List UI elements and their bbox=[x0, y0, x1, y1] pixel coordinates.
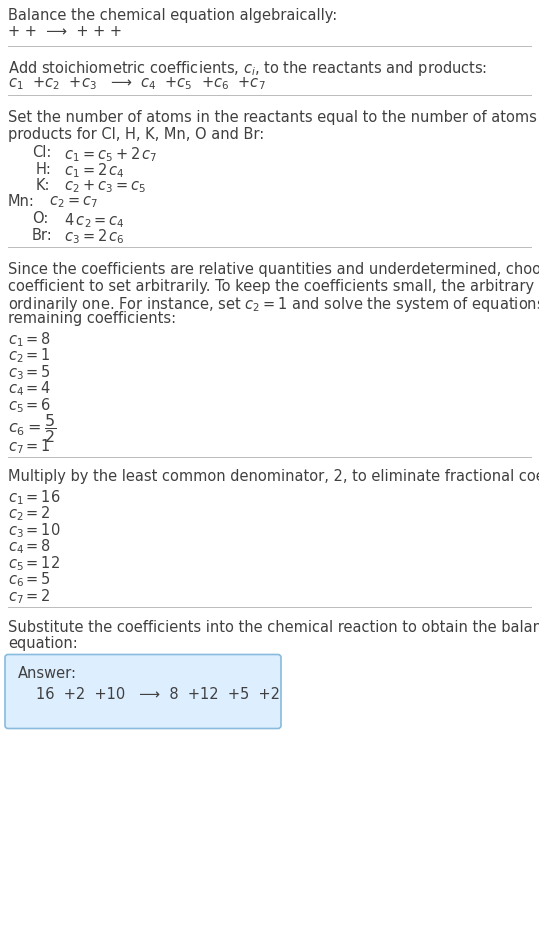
Text: $c_5 = 12$: $c_5 = 12$ bbox=[8, 553, 60, 572]
Text: $c_6 = 5$: $c_6 = 5$ bbox=[8, 570, 51, 589]
Text: ordinarily one. For instance, set $c_2 = 1$ and solve the system of equations fo: ordinarily one. For instance, set $c_2 =… bbox=[8, 295, 539, 313]
Text: $c_5 = 6$: $c_5 = 6$ bbox=[8, 396, 51, 414]
Text: $c_1$  +$c_2$  +$c_3$   ⟶  $c_4$  +$c_5$  +$c_6$  +$c_7$: $c_1$ +$c_2$ +$c_3$ ⟶ $c_4$ +$c_5$ +$c_6… bbox=[8, 75, 266, 92]
Text: $c_6 = \dfrac{5}{2}$: $c_6 = \dfrac{5}{2}$ bbox=[8, 413, 56, 445]
Text: $c_2 = 2$: $c_2 = 2$ bbox=[8, 504, 51, 523]
Text: remaining coefficients:: remaining coefficients: bbox=[8, 311, 176, 326]
Text: Br:: Br: bbox=[32, 227, 53, 242]
FancyBboxPatch shape bbox=[5, 654, 281, 729]
Text: $c_3 = 5$: $c_3 = 5$ bbox=[8, 362, 51, 381]
Text: Multiply by the least common denominator, 2, to eliminate fractional coefficient: Multiply by the least common denominator… bbox=[8, 469, 539, 484]
Text: $c_2 = c_7$: $c_2 = c_7$ bbox=[40, 195, 98, 210]
Text: H:: H: bbox=[36, 161, 52, 176]
Text: products for Cl, H, K, Mn, O and Br:: products for Cl, H, K, Mn, O and Br: bbox=[8, 126, 264, 141]
Text: Balance the chemical equation algebraically:: Balance the chemical equation algebraica… bbox=[8, 8, 337, 23]
Text: $c_2 = 1$: $c_2 = 1$ bbox=[8, 346, 51, 365]
Text: $4\,c_2 = c_4$: $4\,c_2 = c_4$ bbox=[55, 210, 125, 230]
Text: + +  ⟶  + + +: + + ⟶ + + + bbox=[8, 24, 122, 40]
Text: $c_3 = 2\,c_6$: $c_3 = 2\,c_6$ bbox=[55, 227, 125, 246]
Text: $c_4 = 8$: $c_4 = 8$ bbox=[8, 537, 51, 555]
Text: Mn:: Mn: bbox=[8, 195, 35, 210]
Text: coefficient to set arbitrarily. To keep the coefficients small, the arbitrary va: coefficient to set arbitrarily. To keep … bbox=[8, 278, 539, 293]
Text: Substitute the coefficients into the chemical reaction to obtain the balanced: Substitute the coefficients into the che… bbox=[8, 619, 539, 634]
Text: $c_1 = c_5 + 2\,c_7$: $c_1 = c_5 + 2\,c_7$ bbox=[55, 145, 157, 163]
Text: $c_1 = 16$: $c_1 = 16$ bbox=[8, 488, 60, 506]
Text: 16  +2  +10   ⟶  8  +12  +5  +2: 16 +2 +10 ⟶ 8 +12 +5 +2 bbox=[36, 686, 280, 701]
Text: $c_7 = 1$: $c_7 = 1$ bbox=[8, 437, 51, 455]
Text: O:: O: bbox=[32, 210, 49, 226]
Text: Add stoichiometric coefficients, $c_i$, to the reactants and products:: Add stoichiometric coefficients, $c_i$, … bbox=[8, 59, 487, 78]
Text: Set the number of atoms in the reactants equal to the number of atoms in the: Set the number of atoms in the reactants… bbox=[8, 110, 539, 125]
Text: equation:: equation: bbox=[8, 635, 78, 651]
Text: $c_1 = 8$: $c_1 = 8$ bbox=[8, 330, 51, 349]
Text: $c_1 = 2\,c_4$: $c_1 = 2\,c_4$ bbox=[55, 161, 125, 180]
Text: Since the coefficients are relative quantities and underdetermined, choose a: Since the coefficients are relative quan… bbox=[8, 261, 539, 276]
Text: $c_7 = 2$: $c_7 = 2$ bbox=[8, 587, 51, 605]
Text: $c_2 + c_3 = c_5$: $c_2 + c_3 = c_5$ bbox=[55, 178, 146, 195]
Text: Answer:: Answer: bbox=[18, 666, 77, 680]
Text: Cl:: Cl: bbox=[32, 145, 51, 159]
Text: $c_4 = 4$: $c_4 = 4$ bbox=[8, 379, 51, 398]
Text: K:: K: bbox=[36, 178, 51, 193]
Text: $c_3 = 10$: $c_3 = 10$ bbox=[8, 520, 60, 540]
